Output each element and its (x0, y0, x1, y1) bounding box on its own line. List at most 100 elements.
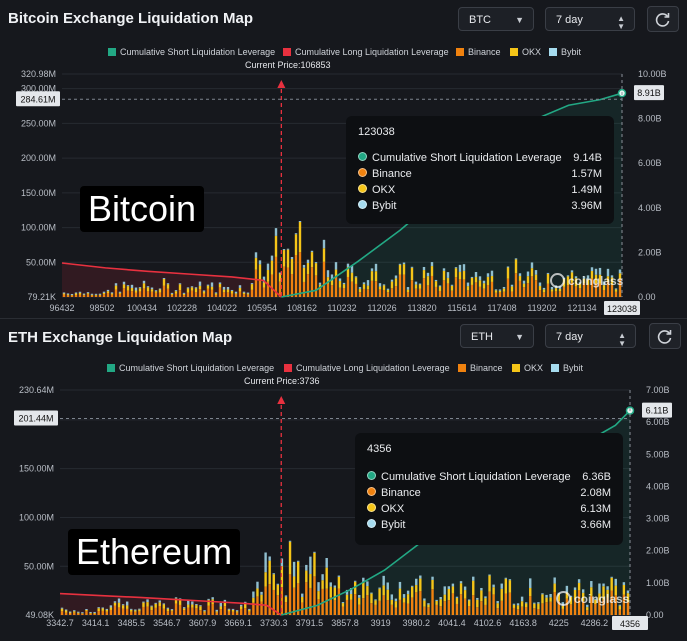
bar-binance (309, 587, 312, 615)
bar-binance (178, 604, 182, 615)
bar-binance (288, 574, 292, 615)
bar-okx (223, 601, 227, 607)
bar-binance (114, 289, 118, 297)
x-tick-label: 4286.2 (581, 618, 609, 628)
y-tick-label: 300.00M (21, 84, 56, 94)
bar-binance (322, 261, 326, 297)
bar-binance (326, 283, 330, 297)
bar-okx (178, 284, 182, 291)
legend-binance[interactable]: Binance (458, 363, 503, 373)
bar-okx (554, 288, 558, 292)
symbol-select[interactable]: BTC ▼ (458, 7, 534, 31)
bar-okx (394, 601, 398, 608)
bar-okx (618, 605, 622, 610)
bar-bybit (478, 276, 482, 281)
bar-bybit (502, 286, 506, 289)
bar-binance (414, 288, 418, 297)
bar-bybit (146, 599, 149, 603)
legend-okx[interactable]: OKX (512, 363, 543, 373)
bar-okx (488, 575, 491, 592)
y-tick-label: 150.00M (19, 464, 54, 474)
bar-bybit (239, 604, 243, 607)
bar-bybit (134, 287, 138, 291)
bar-binance (110, 294, 114, 297)
y-tick-label: 200.00M (21, 153, 56, 163)
bar-okx (549, 597, 552, 602)
chevron-down-icon: ▼ (515, 332, 524, 342)
bar-binance (198, 289, 202, 297)
x-tick-label: 115614 (447, 303, 476, 313)
bar-okx (195, 605, 198, 609)
bar-okx (427, 604, 430, 608)
bar-binance (94, 295, 98, 297)
bar-bybit (538, 282, 542, 286)
bar-bybit (198, 281, 202, 286)
legend-okx[interactable]: OKX (510, 47, 541, 57)
symbol-select[interactable]: ETH ▼ (460, 324, 534, 348)
bar-okx (578, 283, 582, 289)
bar-okx (512, 604, 516, 608)
legend-cum-long[interactable]: Cumulative Long Liquidation Leverage (283, 47, 449, 57)
bar-binance (230, 293, 234, 297)
bar-okx (349, 594, 353, 600)
bar-binance (290, 274, 294, 297)
bar-binance (370, 280, 374, 297)
bar-binance (472, 595, 475, 615)
bar-binance (561, 608, 565, 615)
bar-bybit (102, 291, 106, 293)
bar-binance (382, 595, 385, 615)
bar-binance (194, 292, 198, 297)
bar-binance (458, 279, 462, 297)
bar-bybit (362, 577, 365, 582)
legend-bybit[interactable]: Bybit (549, 47, 581, 57)
bar-bybit (463, 586, 467, 591)
period-value: 7 day (556, 331, 583, 343)
bar-bybit (321, 574, 324, 581)
refresh-button[interactable] (649, 323, 681, 349)
period-select[interactable]: 7 day ▲ ▼ (545, 324, 636, 348)
bar-binance (602, 599, 605, 615)
bar-okx (410, 267, 414, 281)
bar-bybit (230, 289, 234, 291)
legend-cum-short[interactable]: Cumulative Short Liquidation Leverage (108, 47, 275, 57)
legend-bybit[interactable]: Bybit (551, 363, 583, 373)
legend-cum-long[interactable]: Cumulative Long Liquidation Leverage (284, 363, 450, 373)
bar-bybit (121, 604, 125, 606)
bar-binance (105, 611, 109, 615)
bar-bybit (264, 552, 267, 573)
bar-binance (74, 294, 78, 297)
bar-binance (474, 282, 478, 297)
period-select[interactable]: 7 day ▲ ▼ (545, 7, 635, 31)
bar-okx (474, 277, 478, 283)
bar-bybit (386, 582, 389, 590)
bar-binance (215, 612, 218, 615)
bar-okx (520, 601, 524, 607)
refresh-button[interactable] (647, 6, 679, 32)
bar-bybit (586, 275, 590, 280)
bar-binance (496, 608, 499, 615)
y-tick-label: 230.64M (19, 385, 54, 395)
bar-bybit (182, 292, 186, 294)
bar-okx (302, 267, 306, 282)
bar-binance (516, 609, 520, 615)
bar-binance (402, 274, 406, 297)
bar-binance (162, 285, 166, 297)
bar-bybit (438, 285, 442, 287)
bar-binance (341, 606, 345, 615)
bar-okx (606, 276, 610, 283)
bar-binance (524, 606, 528, 615)
bar-binance (272, 589, 275, 615)
bar-okx (186, 288, 190, 293)
bar-bybit (394, 275, 398, 279)
bar-bybit (618, 269, 622, 274)
bar-binance (378, 289, 382, 297)
bar-okx (202, 291, 206, 294)
bar-binance (533, 608, 536, 615)
bar-bybit (414, 281, 418, 285)
bar-okx (470, 277, 474, 285)
x-tick-label: 4163.8 (509, 618, 537, 628)
legend-binance[interactable]: Binance (456, 47, 501, 57)
legend-cum-short[interactable]: Cumulative Short Liquidation Leverage (107, 363, 274, 373)
bar-bybit (350, 265, 354, 273)
bar-binance (278, 281, 282, 297)
